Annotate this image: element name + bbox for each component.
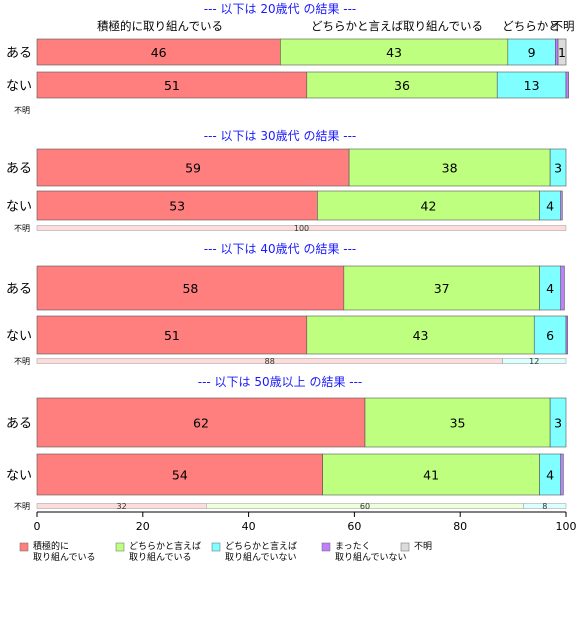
unknown-bar-segment bbox=[36, 225, 567, 231]
bar-value-label: 42 bbox=[421, 199, 437, 214]
bar-value-label: 58 bbox=[182, 281, 198, 296]
row-label: ある bbox=[6, 282, 32, 297]
bar-value-label: 9 bbox=[528, 45, 536, 60]
bar-segment bbox=[280, 38, 509, 66]
legend-swatch bbox=[321, 542, 331, 552]
unknown-row-label: 不明 bbox=[14, 502, 30, 511]
bar-value-label: 4 bbox=[546, 199, 554, 214]
bar-value-label: 54 bbox=[172, 468, 188, 483]
bar-segment bbox=[36, 315, 308, 355]
legend-label-line1: まったく bbox=[335, 541, 371, 552]
bar-segment bbox=[565, 71, 569, 99]
row-label: ない bbox=[6, 329, 32, 344]
bar-segment bbox=[36, 71, 308, 99]
x-tick-label: 20 bbox=[136, 520, 150, 533]
bar-value-label: 3 bbox=[554, 161, 562, 176]
bar-segment bbox=[557, 38, 567, 66]
group-title: --- 以下は 20歳代 の結果 --- bbox=[204, 2, 357, 16]
header-label: どちらかと言えば取り組んでいる bbox=[311, 19, 483, 33]
bar-value-label: 13 bbox=[524, 78, 540, 93]
bar-segment bbox=[322, 453, 540, 496]
header-label: 不明 bbox=[552, 19, 575, 33]
bar-value-label: 62 bbox=[193, 416, 209, 431]
bar-value-label: 51 bbox=[164, 328, 180, 343]
bar-value-label: 4 bbox=[546, 468, 554, 483]
bar-value-label: 36 bbox=[394, 78, 410, 93]
legend-label-line1: 不明 bbox=[414, 541, 432, 552]
unknown-row-label: 不明 bbox=[14, 106, 30, 115]
group-title: --- 以下は 40歳代 の結果 --- bbox=[204, 242, 357, 256]
bar-segment bbox=[36, 190, 318, 221]
bar-value-label: 59 bbox=[185, 161, 201, 176]
x-tick-label: 40 bbox=[242, 520, 256, 533]
x-tick-label: 60 bbox=[347, 520, 361, 533]
unknown-value-label: 32 bbox=[117, 502, 127, 511]
row-label: ない bbox=[6, 79, 32, 94]
bar-value-label: 51 bbox=[164, 78, 180, 93]
unknown-bar-segment bbox=[523, 503, 567, 509]
bar-segment bbox=[549, 148, 567, 187]
legend-swatch bbox=[115, 542, 125, 552]
x-tick-label: 100 bbox=[556, 520, 577, 533]
bar-value-label: 1 bbox=[558, 45, 566, 60]
x-tick-label: 0 bbox=[34, 520, 41, 533]
bar-segment bbox=[560, 190, 563, 221]
bar-segment bbox=[306, 315, 535, 355]
unknown-value-label: 60 bbox=[360, 502, 370, 511]
x-tick-label: 80 bbox=[453, 520, 467, 533]
legend-label-line2: 取り組んでいない bbox=[225, 551, 297, 563]
unknown-row-label: 不明 bbox=[14, 224, 30, 233]
bar-value-label: 3 bbox=[554, 416, 562, 431]
legend-swatch bbox=[19, 542, 29, 552]
unknown-value-label: 8 bbox=[542, 502, 547, 511]
bar-value-label: 53 bbox=[169, 199, 185, 214]
bar-value-label: 6 bbox=[546, 328, 554, 343]
bar-value-label: 43 bbox=[413, 328, 429, 343]
legend-label-line2: 取り組んでいる bbox=[129, 551, 192, 563]
legend-label-line1: どちらかと言えば bbox=[225, 540, 297, 552]
bar-value-label: 4 bbox=[546, 281, 554, 296]
unknown-bar-segment bbox=[502, 358, 567, 364]
legend-swatch bbox=[400, 542, 410, 552]
bar-segment bbox=[343, 265, 540, 311]
bar-segment bbox=[36, 148, 350, 187]
bar-value-label: 41 bbox=[423, 468, 439, 483]
unknown-row-label: 不明 bbox=[14, 357, 30, 366]
row-label: ない bbox=[6, 469, 32, 484]
header-label: どちらかと bbox=[502, 19, 560, 33]
row-label: ある bbox=[6, 417, 32, 432]
header-label: 積極的に取り組んでいる bbox=[97, 19, 223, 33]
legend-label-line2: 取り組んでいない bbox=[335, 551, 407, 563]
bar-segment bbox=[560, 265, 565, 311]
bar-segment bbox=[364, 397, 551, 448]
unknown-value-label: 12 bbox=[529, 357, 539, 366]
row-label: ある bbox=[6, 162, 32, 177]
legend-label-line1: どちらかと言えば bbox=[129, 540, 201, 552]
bar-value-label: 35 bbox=[450, 416, 466, 431]
bar-value-label: 38 bbox=[442, 161, 458, 176]
legend-swatch bbox=[211, 542, 221, 552]
bar-segment bbox=[565, 315, 568, 355]
legend-label-line2: 取り組んでいる bbox=[33, 551, 96, 563]
bar-segment bbox=[36, 453, 323, 496]
group-title: --- 以下は 30歳代 の結果 --- bbox=[204, 129, 357, 143]
bar-value-label: 46 bbox=[151, 45, 167, 60]
bar-value-label: 37 bbox=[434, 281, 450, 296]
bar-segment bbox=[560, 453, 564, 496]
group-title: --- 以下は 50歳以上 の結果 --- bbox=[198, 375, 363, 389]
row-label: ない bbox=[6, 200, 32, 215]
bar-segment bbox=[306, 71, 498, 99]
legend-label-line1: 積極的に bbox=[33, 540, 69, 552]
bar-value-label: 43 bbox=[386, 45, 402, 60]
unknown-value-label: 100 bbox=[294, 224, 309, 233]
bar-segment bbox=[549, 397, 567, 448]
bar-segment bbox=[533, 315, 567, 355]
unknown-value-label: 88 bbox=[265, 357, 275, 366]
row-label: ある bbox=[6, 46, 32, 61]
bar-segment bbox=[496, 71, 567, 99]
bar-segment bbox=[36, 265, 345, 311]
